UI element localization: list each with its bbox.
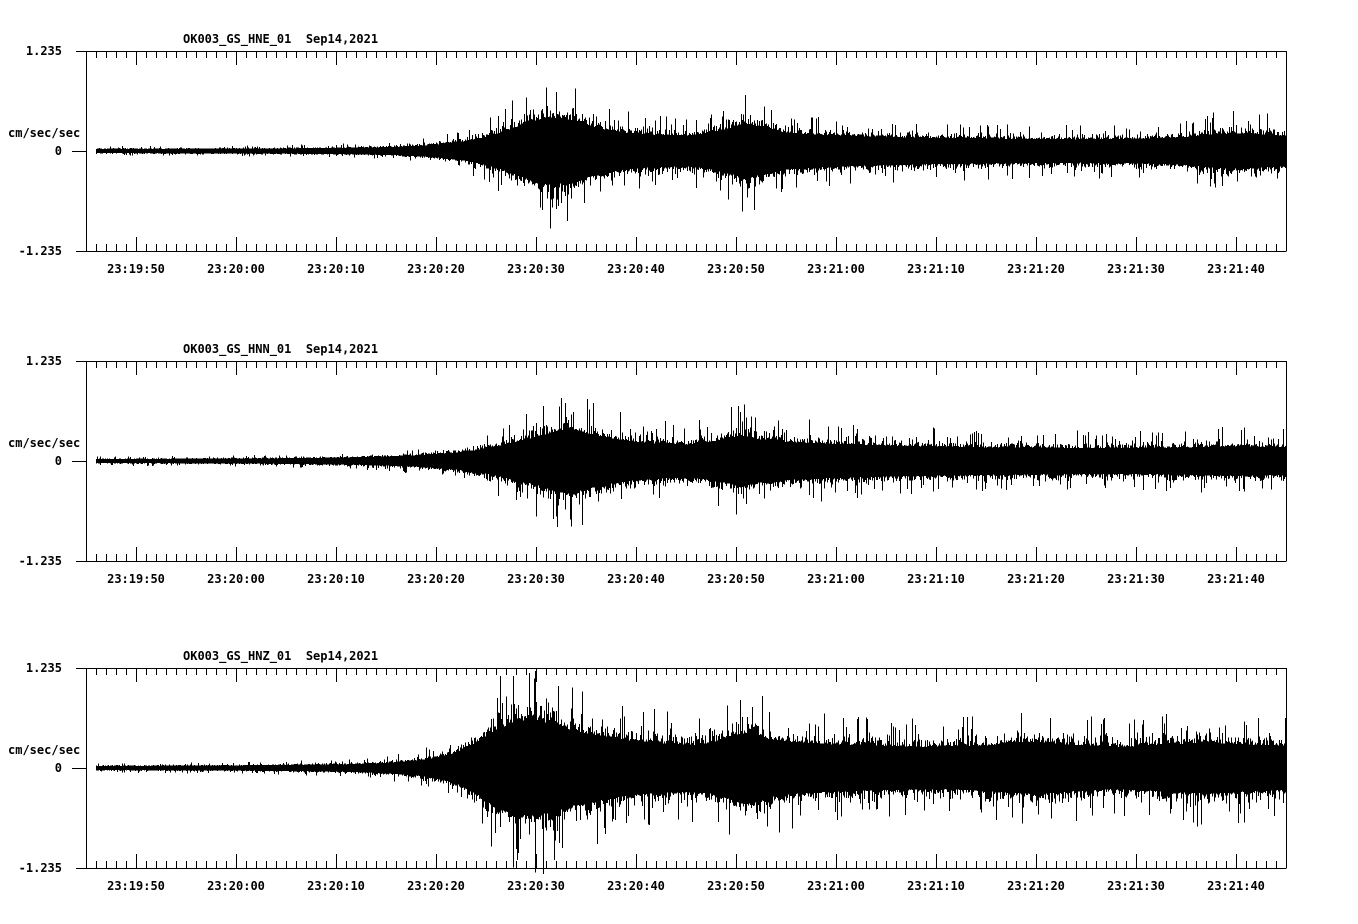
seismogram-panel-hnz	[72, 668, 1287, 875]
x-tick-label: 23:20:50	[707, 572, 765, 586]
x-tick-label: 23:21:40	[1207, 262, 1265, 276]
x-tick-label: 23:20:50	[707, 262, 765, 276]
y-axis-units: cm/sec/sec	[8, 436, 81, 450]
x-tick-label: 23:21:30	[1107, 879, 1165, 893]
x-tick-label: 23:20:20	[407, 572, 465, 586]
x-tick-label: 23:21:20	[1007, 879, 1065, 893]
seismogram-panel-hnn	[72, 361, 1287, 562]
x-tick-label: 23:20:10	[307, 879, 365, 893]
y-axis-units: cm/sec/sec	[8, 743, 81, 757]
plot-box-and-ticks	[72, 668, 1287, 869]
x-tick-label: 23:19:50	[107, 879, 165, 893]
panel-title-hne: OK003_GS_HNE_01 Sep14,2021	[183, 32, 379, 46]
x-tick-label: 23:20:30	[507, 879, 565, 893]
x-tick-label: 23:20:30	[507, 262, 565, 276]
y-tick-label-zero: 0	[54, 761, 62, 775]
x-tick-label: 23:21:10	[907, 262, 965, 276]
waveform-trace-hnz	[96, 670, 1286, 875]
x-tick-label: 23:21:20	[1007, 572, 1065, 586]
x-tick-label: 23:21:40	[1207, 879, 1265, 893]
x-tick-label: 23:20:40	[607, 262, 665, 276]
panel-title-hnz: OK003_GS_HNZ_01 Sep14,2021	[183, 649, 379, 663]
seismogram-panel-hne	[72, 51, 1287, 252]
x-tick-label: 23:21:00	[807, 262, 865, 276]
waveform-trace-hne	[96, 87, 1286, 229]
y-tick-label-min: -1.235	[18, 244, 62, 258]
panel-title-hnn: OK003_GS_HNN_01 Sep14,2021	[183, 342, 379, 356]
x-tick-label: 23:21:30	[1107, 262, 1165, 276]
x-tick-label: 23:21:30	[1107, 572, 1165, 586]
x-tick-label: 23:20:20	[407, 879, 465, 893]
y-tick-label-max: 1.235	[25, 44, 62, 58]
x-tick-label: 23:21:00	[807, 879, 865, 893]
x-tick-label: 23:20:30	[507, 572, 565, 586]
x-tick-label: 23:21:00	[807, 572, 865, 586]
x-tick-label: 23:20:10	[307, 262, 365, 276]
x-tick-label: 23:19:50	[107, 572, 165, 586]
y-tick-label-max: 1.235	[25, 661, 62, 675]
x-tick-label: 23:20:10	[307, 572, 365, 586]
y-tick-label-zero: 0	[54, 144, 62, 158]
x-tick-label: 23:20:00	[207, 879, 265, 893]
x-tick-label: 23:20:00	[207, 262, 265, 276]
x-tick-label: 23:20:50	[707, 879, 765, 893]
x-tick-label: 23:20:40	[607, 572, 665, 586]
x-tick-label: 23:21:20	[1007, 262, 1065, 276]
x-tick-label: 23:19:50	[107, 262, 165, 276]
waveform-trace-hnn	[96, 398, 1286, 527]
x-tick-label: 23:20:00	[207, 572, 265, 586]
x-tick-label: 23:21:40	[1207, 572, 1265, 586]
x-tick-label: 23:20:20	[407, 262, 465, 276]
plot-box-and-ticks	[72, 51, 1287, 252]
y-tick-label-min: -1.235	[18, 861, 62, 875]
y-tick-label-zero: 0	[54, 454, 62, 468]
x-tick-label: 23:21:10	[907, 572, 965, 586]
y-tick-label-max: 1.235	[25, 354, 62, 368]
x-tick-label: 23:20:40	[607, 879, 665, 893]
x-tick-label: 23:21:10	[907, 879, 965, 893]
plot-box-and-ticks	[72, 361, 1287, 562]
y-tick-label-min: -1.235	[18, 554, 62, 568]
y-axis-units: cm/sec/sec	[8, 126, 81, 140]
